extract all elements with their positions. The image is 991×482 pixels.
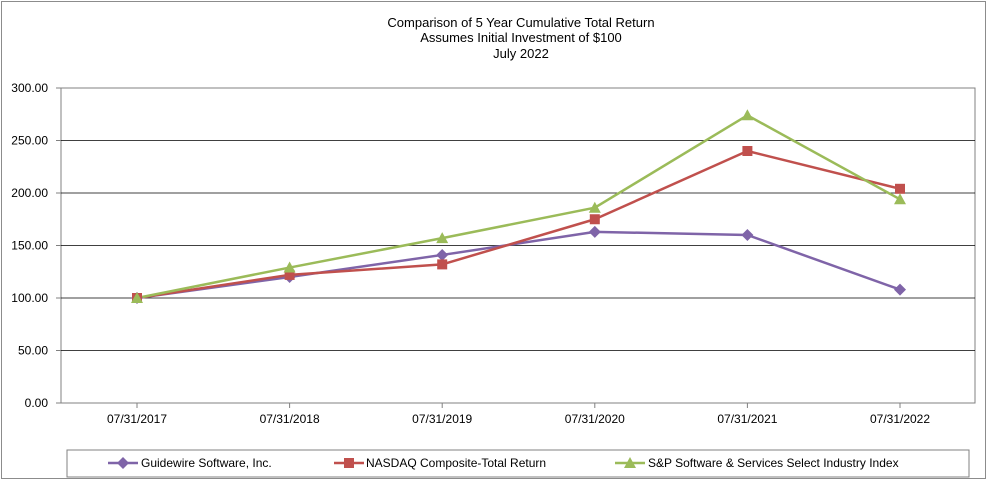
y-tick-label: 300.00 — [11, 81, 48, 95]
data-point — [895, 183, 905, 194]
legend-item-sp-software: S&P Software & Services Select Industry … — [615, 456, 899, 470]
data-point — [742, 146, 753, 156]
data-point — [588, 201, 601, 213]
series-line — [136, 114, 901, 300]
data-point — [131, 292, 143, 303]
legend-item-guidewire: Guidewire Software, Inc. — [108, 456, 272, 470]
x-tick-label: 07/31/2018 — [260, 412, 320, 426]
legend-label-guidewire: Guidewire Software, Inc. — [141, 456, 272, 470]
data-point — [437, 259, 448, 270]
x-tick-label: 07/31/2017 — [107, 412, 167, 426]
data-point — [436, 232, 449, 244]
y-tick-label: 50.00 — [18, 344, 48, 358]
series-line — [136, 230, 901, 300]
series-markers — [131, 109, 906, 304]
data-point — [589, 214, 600, 225]
y-tick-label: 0.00 — [25, 396, 49, 410]
data-point — [741, 229, 754, 241]
data-point — [894, 283, 906, 296]
y-tick-label: 100.00 — [11, 291, 48, 305]
legend-label-sp-software: S&P Software & Services Select Industry … — [648, 456, 899, 470]
y-tick-label: 250.00 — [11, 134, 48, 148]
series-lines — [136, 114, 901, 300]
data-point — [741, 109, 754, 121]
legend-label-nasdaq: NASDAQ Composite-Total Return — [366, 456, 546, 470]
series-line — [136, 149, 901, 300]
data-point — [284, 269, 295, 280]
x-tick-label: 07/31/2020 — [565, 412, 625, 426]
legend-box — [66, 449, 970, 478]
chart-title-line-3: July 2022 — [493, 46, 549, 61]
chart-title-line-2: Assumes Initial Investment of $100 — [420, 30, 622, 45]
gridlines — [56, 87, 975, 408]
legend-item-nasdaq: NASDAQ Composite-Total Return — [334, 456, 546, 470]
data-point — [894, 193, 906, 205]
x-tick-label: 07/31/2019 — [412, 412, 472, 426]
legend-marker-square — [344, 458, 354, 468]
data-point — [436, 248, 449, 261]
data-point — [283, 261, 296, 273]
y-axis-tick-labels: 0.00 50.00 100.00 150.00 200.00 250.00 300.00 — [11, 81, 48, 410]
legend-marker-triangle — [624, 457, 636, 468]
x-tick-label: 07/31/2022 — [870, 412, 930, 426]
x-axis-tick-labels: 07/31/2017 07/31/2018 07/31/2019 07/31/2020… — [107, 412, 930, 426]
data-point — [588, 225, 601, 238]
y-tick-label: 200.00 — [11, 186, 48, 200]
y-tick-label: 150.00 — [11, 239, 48, 253]
chart-title-line-1: Comparison of 5 Year Cumulative Total Re… — [387, 15, 654, 30]
legend-marker-diamond — [117, 457, 129, 469]
x-tick-label: 07/31/2021 — [717, 412, 777, 426]
